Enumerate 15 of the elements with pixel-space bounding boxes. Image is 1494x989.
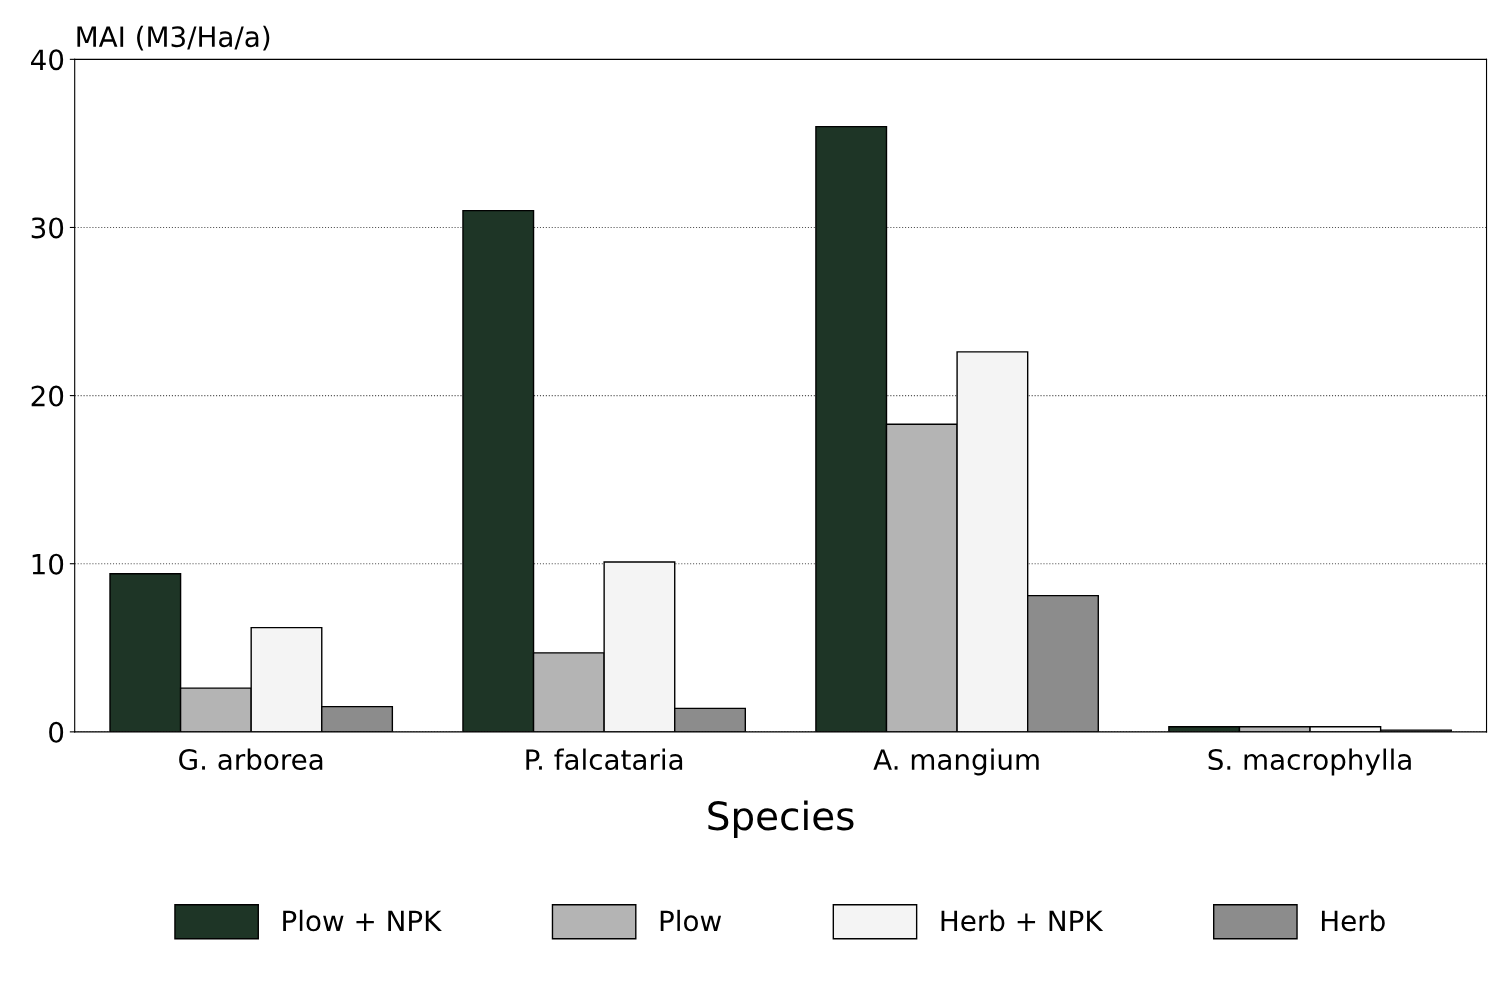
x-axis-title: Species [708, 800, 854, 839]
y-tick-label: 10 [32, 553, 64, 575]
y-tick-label: 20 [31, 385, 64, 407]
x-tick-label: A. mangium [873, 748, 1039, 776]
legend-label: Plow + NPK [283, 909, 442, 932]
x-tick-label: S. macrophylla [1208, 748, 1411, 776]
legend-label: Plow [660, 909, 722, 932]
y-tick-label: 40 [30, 49, 64, 71]
y-axis-title: MAI (M3/Ha/a) [77, 25, 270, 51]
legend-label: Herb + NPK [941, 909, 1104, 932]
x-tick-label: P. falcataria [526, 748, 683, 771]
legend-label: Herb [1321, 909, 1385, 932]
y-tick-label: 0 [49, 721, 64, 743]
x-tick-label: G. arborea [179, 748, 323, 771]
y-tick-label: 30 [31, 217, 64, 239]
